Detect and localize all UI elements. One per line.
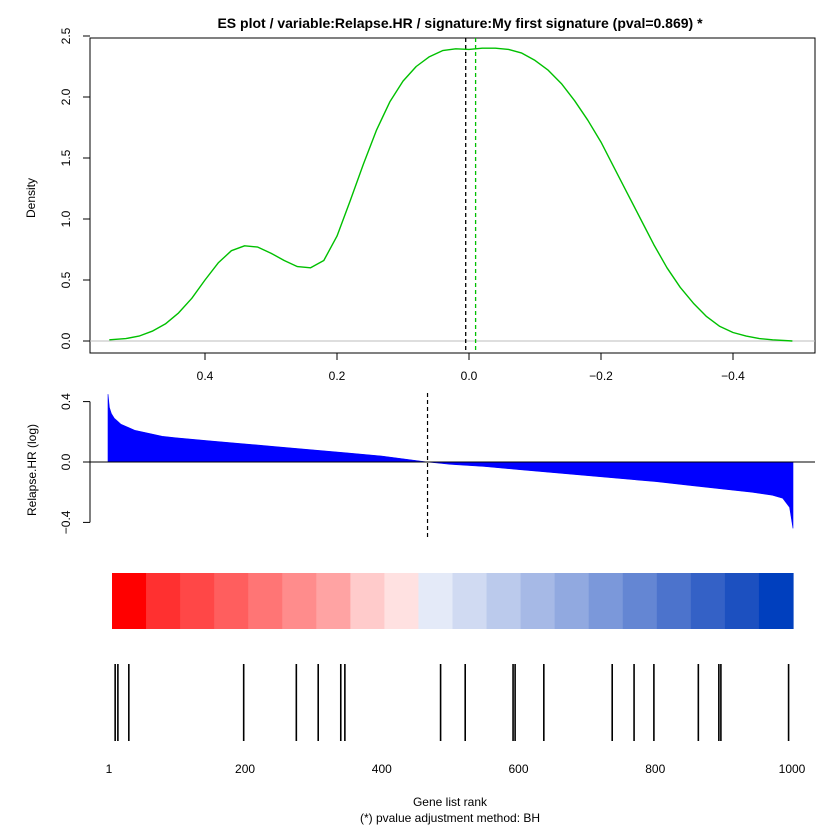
- density-panel: 0.4 0.2 0.0 −0.2 −0.4 0.0 0.5 1.0 1.5 2.0 2.5 Dens…: [24, 27, 816, 383]
- color-scale-cell: [452, 573, 488, 629]
- rank-x-tick-label: 1: [106, 762, 113, 776]
- color-scale-cell: [554, 573, 590, 629]
- color-scale-cell: [350, 573, 385, 629]
- color-scale-cell: [724, 573, 760, 629]
- density-y-tick-label: 1.0: [59, 210, 73, 227]
- color-scale-cell: [690, 573, 726, 629]
- density-x-tick-label: −0.2: [589, 369, 613, 383]
- color-scale-cell: [622, 573, 658, 629]
- rank-x-tick-label: 400: [372, 762, 392, 776]
- ranked-values-panel: −0.4 0.0 0.4 Relapse.HR (log): [25, 393, 815, 538]
- density-ylabel: Density: [24, 178, 38, 218]
- density-curve: [109, 47, 793, 342]
- color-scale-cell: [316, 573, 351, 629]
- color-scale-cell: [214, 573, 249, 629]
- color-scale-cell: [282, 573, 317, 629]
- color-scale-cell: [418, 573, 454, 629]
- color-scale-cell: [248, 573, 283, 629]
- density-x-tick-label: −0.4: [721, 369, 745, 383]
- rank-x-tick-label: 600: [509, 762, 529, 776]
- color-scale-cell: [180, 573, 215, 629]
- density-y-tick-label: 0.0: [59, 332, 73, 349]
- density-x-tick-label: 0.2: [329, 369, 346, 383]
- density-y-tick-label: 1.5: [59, 149, 73, 166]
- density-y-tick-label: 2.0: [59, 88, 73, 105]
- ranked-y-tick-label: −0.4: [59, 510, 73, 534]
- rank-x-tick-label: 200: [235, 762, 255, 776]
- color-scale-cell: [588, 573, 624, 629]
- ranked-values-area: [107, 394, 794, 529]
- color-scale-cell: [486, 573, 522, 629]
- color-scale-cell: [520, 573, 556, 629]
- color-scale-cell: [656, 573, 692, 629]
- rank-xlabel: Gene list rank: [413, 795, 488, 809]
- gene-ticks-panel: 1 200 400 600 800 1000 Gene list rank (*) pva…: [106, 664, 806, 825]
- color-scale-cell: [146, 573, 181, 629]
- color-scale-cell: [384, 573, 420, 629]
- color-scale-cell: [112, 573, 147, 629]
- footnote: (*) pvalue adjustment method: BH: [360, 811, 540, 825]
- ranked-ylabel: Relapse.HR (log): [25, 424, 39, 516]
- density-x-tick-label: 0.0: [461, 369, 478, 383]
- density-y-tick-label: 2.5: [59, 27, 73, 44]
- ranked-y-tick-label: 0.0: [59, 453, 73, 470]
- density-x-tick-label: 0.4: [197, 369, 214, 383]
- density-y-tick-label: 0.5: [59, 271, 73, 288]
- rank-x-tick-label: 800: [645, 762, 665, 776]
- density-plot-frame: [89, 37, 816, 354]
- color-scale-bar: [112, 573, 794, 629]
- density-marks: 0.4 0.2 0.0 −0.2 −0.4 0.0 0.5 1.0 1.5 2.0 2.5: [59, 27, 816, 383]
- color-scale-cell: [758, 573, 794, 629]
- ranked-marks: −0.4 0.0 0.4: [59, 393, 815, 538]
- plot-title: ES plot / variable:Relapse.HR / signatur…: [217, 15, 703, 31]
- gene-tick-marks: 1 200 400 600 800 1000: [106, 664, 806, 776]
- ranked-y-tick-label: 0.4: [59, 393, 73, 410]
- rank-x-tick-label: 1000: [779, 762, 806, 776]
